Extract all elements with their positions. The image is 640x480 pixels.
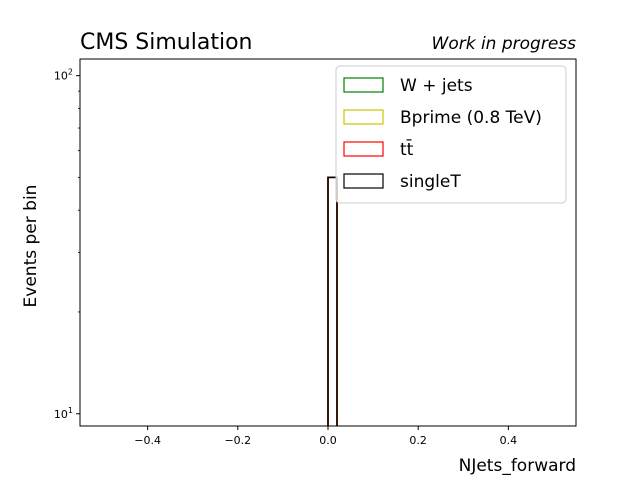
legend: W + jets Bprime (0.8 TeV) tt̄ singleT: [335, 65, 567, 204]
chart-title-right: Work in progress: [432, 34, 577, 54]
x-tick-label-2: 0.0: [319, 434, 337, 447]
x-tick-label-3: 0.2: [409, 434, 427, 447]
legend-label-0: W + jets: [400, 76, 473, 96]
legend-swatch-2: [343, 141, 384, 157]
plot-frame: [79, 58, 577, 427]
legend-swatch-1: [343, 109, 384, 125]
x-tick-label-4: 0.4: [500, 434, 518, 447]
legend-label-3: singleT: [400, 172, 461, 192]
legend-box: [335, 65, 567, 204]
y-axis-ticks: 101 102: [54, 68, 80, 421]
y-tick-label-1: 102: [54, 68, 73, 83]
bar-3: [327, 176, 338, 426]
legend-label-1: Bprime (0.8 TeV): [400, 108, 542, 128]
histogram-bars: [327, 176, 338, 426]
chart-title-left: CMS Simulation: [80, 30, 253, 55]
legend-swatch-3: [343, 173, 384, 189]
x-axis-ticks: −0.4 −0.2 0.0 0.2 0.4: [134, 426, 517, 447]
x-tick-label-0: −0.4: [134, 434, 161, 447]
legend-label-2: tt̄: [400, 138, 414, 160]
y-axis-label: Events per bin: [21, 185, 41, 308]
y-tick-label-0: 101: [54, 406, 73, 421]
x-tick-label-1: −0.2: [224, 434, 251, 447]
x-axis-label: NJets_forward: [459, 456, 576, 476]
legend-swatch-0: [343, 77, 384, 93]
